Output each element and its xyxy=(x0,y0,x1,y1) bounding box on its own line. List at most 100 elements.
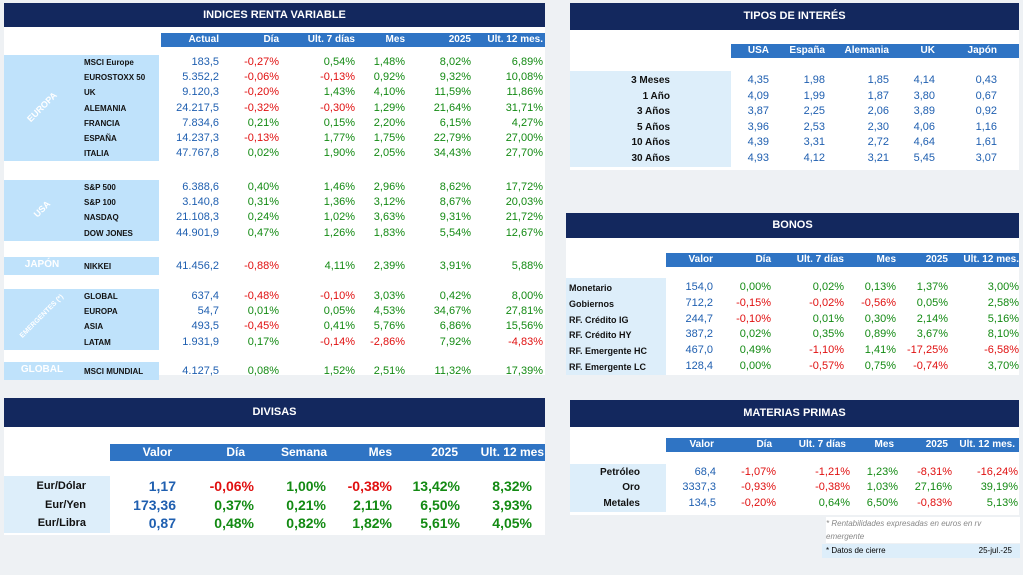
cell-value: 31,71% xyxy=(505,101,543,114)
region-block-3 xyxy=(4,289,159,350)
index-name: ASIA xyxy=(84,322,104,332)
index-name: UK xyxy=(84,88,96,98)
commodity-value: 0,64% xyxy=(818,496,850,509)
cell-value: 20,03% xyxy=(505,196,543,209)
cell-value: -0,32% xyxy=(244,101,279,114)
col-actual: Actual xyxy=(188,34,219,45)
cell-value: 1,26% xyxy=(323,226,355,239)
rate-value: 5,45 xyxy=(913,152,935,164)
cell-value: 0,05% xyxy=(323,305,355,318)
cell-value: -0,45% xyxy=(244,320,279,333)
equity-indices-title: INDICES RENTA VARIABLE xyxy=(4,3,545,27)
cell-value: 54,7 xyxy=(197,305,219,318)
bonds-header-row: Valor Día Ult. 7 días Mes 2025 Ult. 12 m… xyxy=(666,253,1019,267)
cell-value: 3,63% xyxy=(373,211,405,224)
bond-value: 2,58% xyxy=(987,296,1019,309)
currency-value: 13,42% xyxy=(412,478,460,494)
commodity-value: 27,16% xyxy=(914,481,952,494)
bond-value: -0,74% xyxy=(913,360,948,372)
cell-value: 34,43% xyxy=(433,147,471,160)
interest-rates-panel: TIPOS DE INTERÉS USA España Alemania UK … xyxy=(570,3,1019,170)
col-usa: USA xyxy=(747,45,769,56)
rate-value: 3,89 xyxy=(913,105,935,118)
region-block-1 xyxy=(4,180,159,241)
bonds-title: BONOS xyxy=(566,213,1019,238)
cell-value: 11,32% xyxy=(434,365,472,377)
rate-value: 0,92 xyxy=(975,105,997,118)
currency-pair: Eur/Yen xyxy=(45,498,86,511)
cell-value: 2,96% xyxy=(373,181,405,193)
col-12mes: Ult. 12 mes. xyxy=(963,254,1019,265)
commodity-name: Metales xyxy=(603,497,640,509)
rate-value: 1,99 xyxy=(803,89,825,102)
commodity-value: -0,93% xyxy=(741,481,776,494)
cell-value: 27,00% xyxy=(505,132,543,144)
cell-value: 2,20% xyxy=(373,116,405,129)
rate-value: 0,43 xyxy=(975,74,997,86)
col-12mes: Ult. 12 mes xyxy=(480,445,544,459)
currency-value: 4,05% xyxy=(492,515,532,531)
bond-name: RF. Emergente HC xyxy=(569,346,648,357)
commodity-value: -16,24% xyxy=(977,466,1018,478)
cell-value: 21.108,3 xyxy=(176,211,219,224)
rate-value: 1,98 xyxy=(803,74,825,86)
bond-value: 0,00% xyxy=(739,281,771,293)
cell-value: -0,27% xyxy=(244,56,279,68)
cell-value: 41.456,2 xyxy=(176,260,219,272)
index-name: ALEMANIA xyxy=(84,103,127,113)
commodity-value: 3337,3 xyxy=(682,481,716,494)
cell-value: 1,36% xyxy=(323,196,355,209)
cell-value: 7,92% xyxy=(439,335,471,348)
cell-value: -0,48% xyxy=(244,290,279,302)
rate-value: 3,87 xyxy=(747,105,769,118)
cell-value: 9.120,3 xyxy=(182,86,219,99)
currency-value: 8,32% xyxy=(492,478,532,494)
currencies-title: DIVISAS xyxy=(4,398,545,427)
rate-value: 1,85 xyxy=(867,74,889,86)
cell-value: 6.388,6 xyxy=(182,181,219,193)
region-label: JAPÓN xyxy=(24,259,60,270)
bond-value: 0,49% xyxy=(739,344,771,357)
commodity-value: -0,38% xyxy=(815,481,850,494)
cell-value: 12,67% xyxy=(505,226,543,239)
commodities-panel: MATERIAS PRIMAS Valor Día Ult. 7 días Me… xyxy=(570,400,1019,515)
cell-value: -0,14% xyxy=(320,335,355,348)
currencies-label-column xyxy=(4,476,110,533)
col-7dias: Ult. 7 días xyxy=(307,34,355,45)
col-dia: Día xyxy=(263,34,279,45)
cell-value: 21,64% xyxy=(433,101,471,114)
cell-value: -0,13% xyxy=(244,132,279,144)
commodity-value: 6,50% xyxy=(866,496,898,509)
index-name: EUROPA xyxy=(84,307,118,317)
cell-value: 1,48% xyxy=(373,56,405,68)
cell-value: 6,89% xyxy=(511,56,543,68)
commodity-value: -0,83% xyxy=(917,496,952,509)
cell-value: 1,02% xyxy=(323,211,355,224)
cell-value: 0,02% xyxy=(247,147,279,160)
cell-value: 4,11% xyxy=(324,260,355,272)
index-name: MSCI MUNDIAL xyxy=(84,367,144,376)
cell-value: 1,75% xyxy=(373,132,405,144)
bond-value: -0,57% xyxy=(809,360,844,372)
currency-value: 0,37% xyxy=(214,496,254,513)
cell-value: 27,81% xyxy=(505,305,543,318)
col-uk: UK xyxy=(920,45,935,56)
rate-value: 1,87 xyxy=(867,89,889,102)
closing-date-value: 25-jul.-25 xyxy=(978,546,1012,555)
cell-value: 0,54% xyxy=(323,56,355,68)
index-name: EUROSTOXX 50 xyxy=(84,73,146,83)
cell-value: 22,79% xyxy=(433,132,471,144)
cell-value: 0,31% xyxy=(247,196,279,209)
rate-value: 3,21 xyxy=(867,152,889,164)
col-mes: Mes xyxy=(385,34,405,45)
col-dia: Día xyxy=(756,439,772,450)
currency-value: 1,82% xyxy=(352,515,392,531)
cell-value: 1,46% xyxy=(323,181,355,193)
rate-value: 0,67 xyxy=(975,89,997,102)
cell-value: 27,70% xyxy=(505,147,543,160)
col-7dias: Ult. 7 días xyxy=(796,254,844,265)
currency-value: -0,38% xyxy=(347,478,392,494)
cell-value: 4,27% xyxy=(511,116,543,129)
bond-value: 712,2 xyxy=(685,296,713,309)
cell-value: 637,4 xyxy=(191,290,219,302)
